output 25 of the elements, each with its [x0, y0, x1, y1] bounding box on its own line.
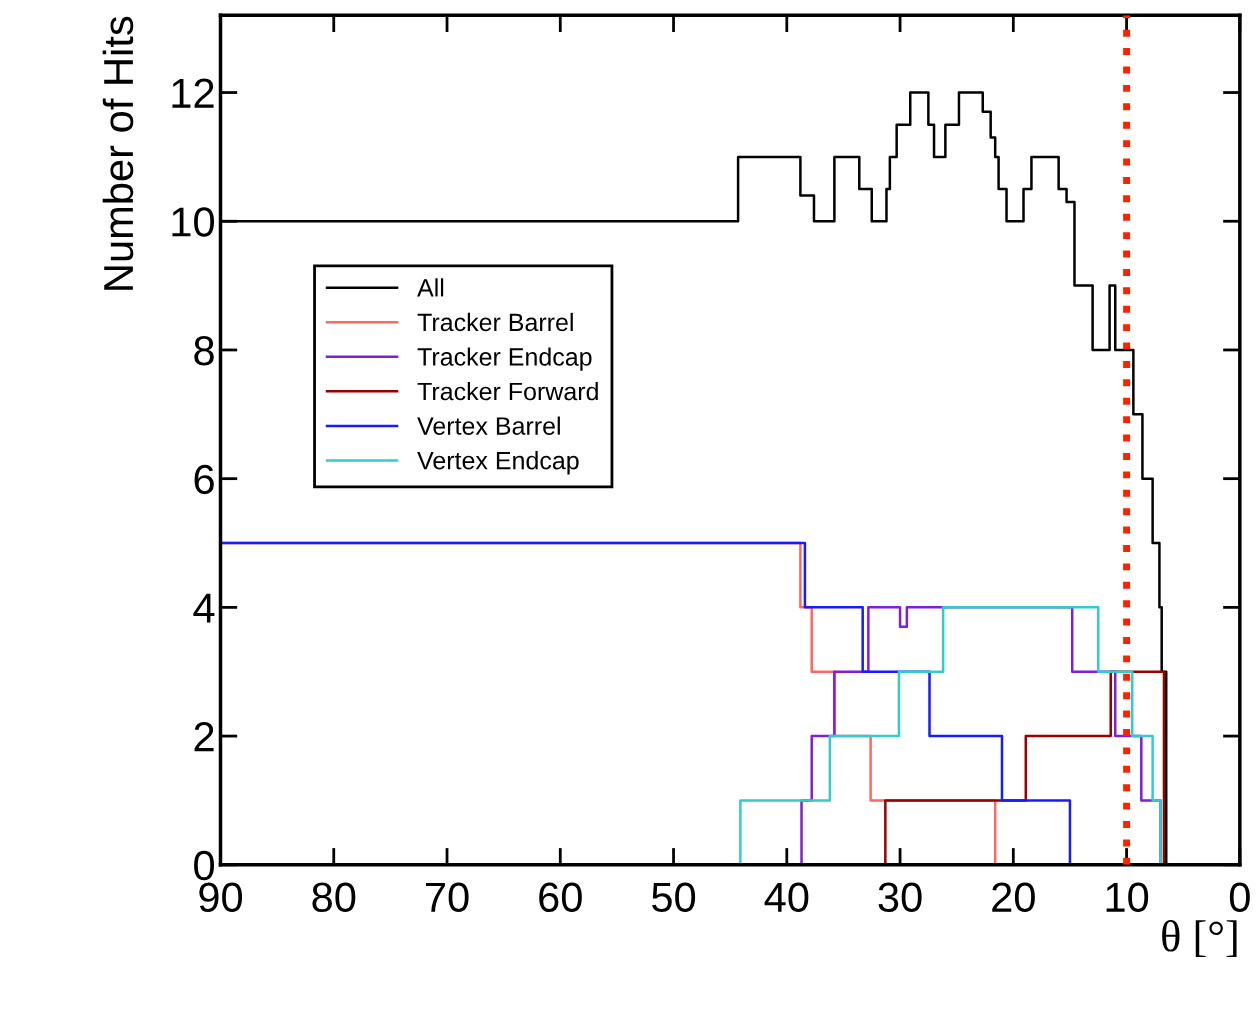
y-axis-title: Number of Hits: [102, 16, 134, 290]
y-tick-label: 2: [194, 722, 214, 752]
legend-label: Vertex Barrel: [417, 416, 560, 435]
y-tick-label: 6: [194, 464, 214, 495]
legend-label: Tracker Endcap: [417, 347, 592, 371]
x-tick-label: 20: [992, 882, 1035, 913]
y-tick-label: 4: [193, 593, 215, 623]
x-tick-label: 10: [1106, 882, 1149, 913]
x-tick-label: 0: [1229, 882, 1250, 913]
x-tick-label: 30: [878, 882, 922, 913]
x-tick-label: 90: [199, 882, 243, 913]
x-tick-label: 50: [652, 882, 696, 913]
legend-label: Tracker Barrel: [417, 312, 573, 332]
x-tick-label: 80: [312, 882, 356, 913]
legend-label: All: [417, 278, 444, 297]
legend-label: Vertex Endcap: [417, 451, 579, 475]
y-tick-label: 8: [194, 335, 214, 366]
y-tick-label: 12: [172, 78, 214, 108]
x-tick-label: 60: [539, 882, 582, 913]
y-tick-label: 0: [194, 850, 215, 881]
x-tick-label: 40: [764, 882, 809, 913]
y-tick-label: 10: [172, 207, 215, 237]
x-axis-title: θ [°]: [1162, 920, 1237, 958]
x-tick-label: 70: [425, 882, 469, 913]
legend-label: Tracker Forward: [417, 381, 598, 401]
